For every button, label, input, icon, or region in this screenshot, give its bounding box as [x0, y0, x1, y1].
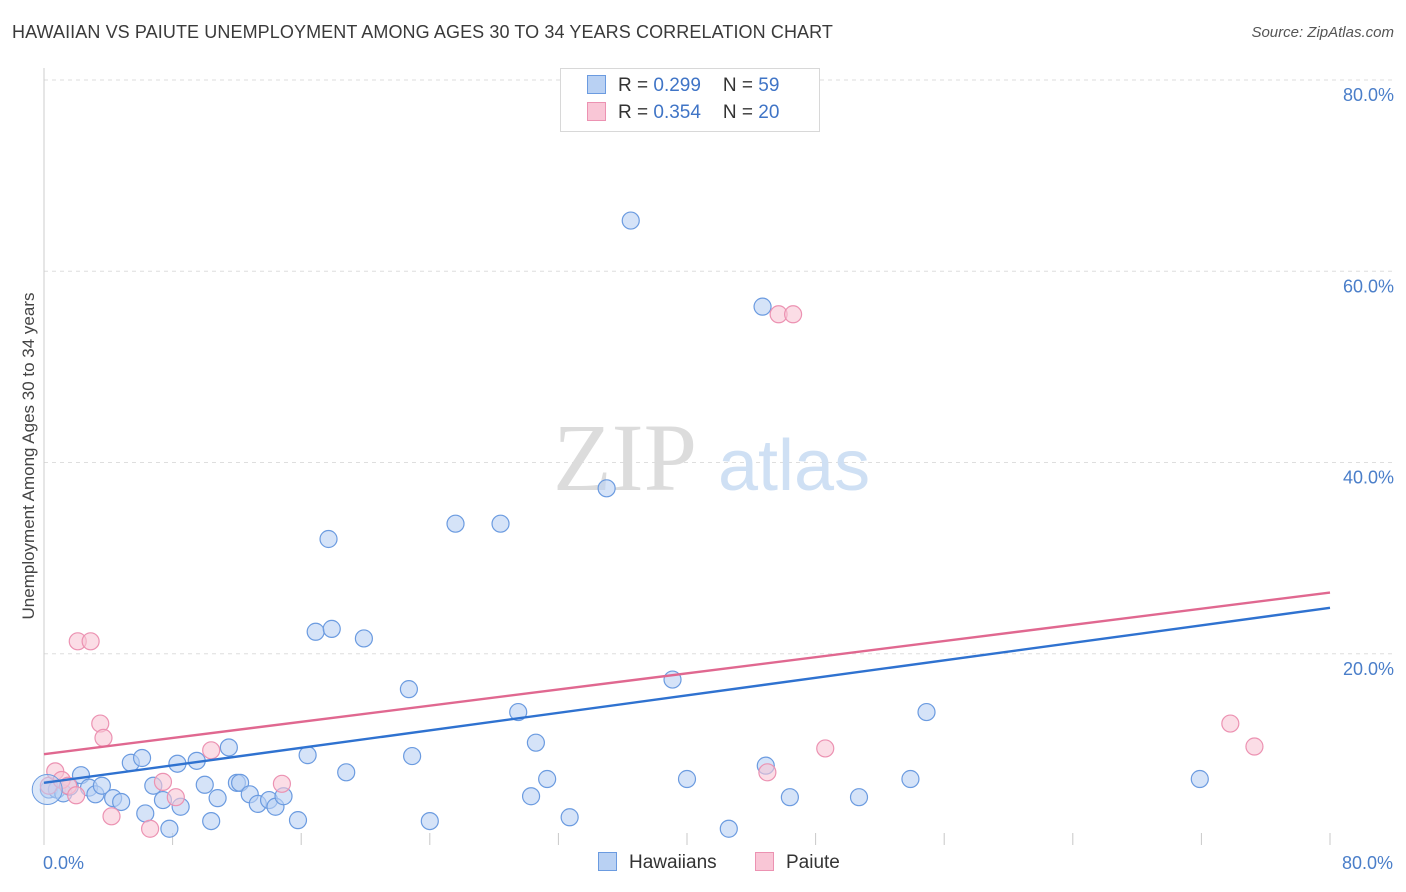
paiute-point: [102, 807, 121, 826]
hawaiian-point: [446, 514, 465, 533]
hawaiian-point: [202, 811, 221, 831]
hawaiian-point: [298, 746, 317, 765]
paiute-point: [1245, 737, 1264, 756]
hawaiian-point: [917, 702, 936, 722]
hawaiian-point: [719, 819, 738, 838]
y-axis-label: Unemployment Among Ages 30 to 34 years: [19, 293, 38, 620]
bottom-legend-hawaiians: Hawaiians: [598, 852, 717, 874]
hawaiian-point: [399, 680, 419, 699]
paiute-point: [67, 786, 86, 805]
hawaiian-point: [780, 788, 799, 807]
legend-n-label: N =: [722, 75, 759, 96]
hawaiian-point: [526, 733, 545, 752]
hawaiian-point: [521, 787, 541, 806]
legend-n-value: 59: [758, 75, 780, 96]
axis-layer: 20.0% 40.0% 60.0% 80.0% 0.0% 80.0%: [43, 68, 1394, 873]
x-tick-label: 80.0%: [1342, 853, 1393, 873]
paiute-point: [81, 632, 100, 651]
paiute-point: [758, 763, 777, 782]
paiute-point: [1221, 714, 1240, 733]
legend-row-hawaiians: R = 0.299 N = 59: [587, 75, 779, 99]
hawaiian-point: [1190, 769, 1209, 789]
hawaiian-point: [491, 514, 510, 533]
y-tick-label: 20.0%: [1343, 659, 1394, 679]
hawaiian-point: [112, 792, 131, 812]
legend-n-value: 20: [758, 102, 780, 123]
bottom-legend-label: Hawaiians: [629, 852, 717, 873]
x-tick-label: 0.0%: [43, 853, 84, 873]
hawaiian-point: [208, 789, 227, 808]
hawaiian-point: [306, 622, 325, 641]
stats-legend: R = 0.299 N = 59 R = 0.354 N = 20: [560, 68, 820, 132]
legend-n-label: N =: [722, 102, 759, 123]
hawaiian-point: [901, 769, 920, 789]
hawaiian-point: [132, 748, 152, 768]
legend-r-label: R =: [618, 102, 654, 123]
paiute-point: [94, 728, 113, 748]
legend-r-label: R =: [618, 75, 654, 96]
hawaiian-point: [136, 804, 155, 823]
hawaiian-point: [753, 297, 772, 316]
hawaiian-point: [319, 529, 338, 549]
watermark: ZIP atlas: [553, 404, 870, 511]
hawaiian-point: [195, 775, 214, 794]
watermark-zip: ZIP: [553, 404, 697, 511]
hawaiian-point: [560, 808, 579, 827]
hawaiian-point: [420, 811, 439, 831]
y-tick-label: 40.0%: [1343, 468, 1394, 488]
trend-layer: [43, 591, 1331, 785]
hawaiian-cluster-point: [31, 774, 63, 806]
bottom-legend-label: Paiute: [786, 852, 840, 873]
hawaiians-swatch: [587, 75, 606, 94]
paiute-point: [783, 305, 803, 324]
hawaiian-point: [849, 788, 869, 807]
grid-layer: [44, 79, 1395, 655]
paiute-point: [153, 772, 173, 791]
bottom-legend-paiute: Paiute: [755, 852, 840, 874]
y-tick-label: 60.0%: [1343, 276, 1394, 296]
hawaiian-point: [219, 738, 238, 757]
y-tick-label: 80.0%: [1343, 85, 1394, 105]
hawaiian-point: [509, 702, 528, 722]
legend-r-value: 0.354: [653, 102, 701, 123]
hawaiian-point: [337, 763, 356, 782]
hawaiian-point: [403, 746, 422, 766]
hawaiian-point: [354, 629, 373, 648]
hawaiian-point: [621, 211, 640, 230]
source-label: Source: ZipAtlas.com: [1251, 24, 1394, 41]
paiute-swatch: [587, 102, 606, 121]
hawaiians-trend-line: [43, 606, 1331, 785]
hawaiian-point: [677, 769, 697, 789]
hawaiian-point: [322, 619, 341, 638]
paiute-trend-line: [43, 591, 1331, 756]
legend-row-paiute: R = 0.354 N = 20: [587, 102, 779, 126]
watermark-atlas: atlas: [718, 426, 870, 506]
hawaiian-point: [597, 479, 616, 498]
chart-title: HAWAIIAN VS PAIUTE UNEMPLOYMENT AMONG AG…: [12, 22, 834, 42]
hawaiian-point: [538, 769, 557, 789]
paiute-swatch: [755, 852, 774, 871]
hawaiian-point: [92, 776, 111, 795]
paiute-point: [816, 739, 835, 758]
paiute-point: [272, 774, 292, 793]
hawaiian-point: [160, 819, 179, 838]
points-layer: [31, 211, 1264, 838]
paiute-point: [166, 788, 185, 807]
paiute-point: [202, 741, 221, 760]
hawaiians-swatch: [598, 852, 617, 871]
hawaiian-point: [288, 811, 308, 830]
legend-r-value: 0.299: [653, 75, 701, 96]
paiute-point: [140, 819, 160, 838]
